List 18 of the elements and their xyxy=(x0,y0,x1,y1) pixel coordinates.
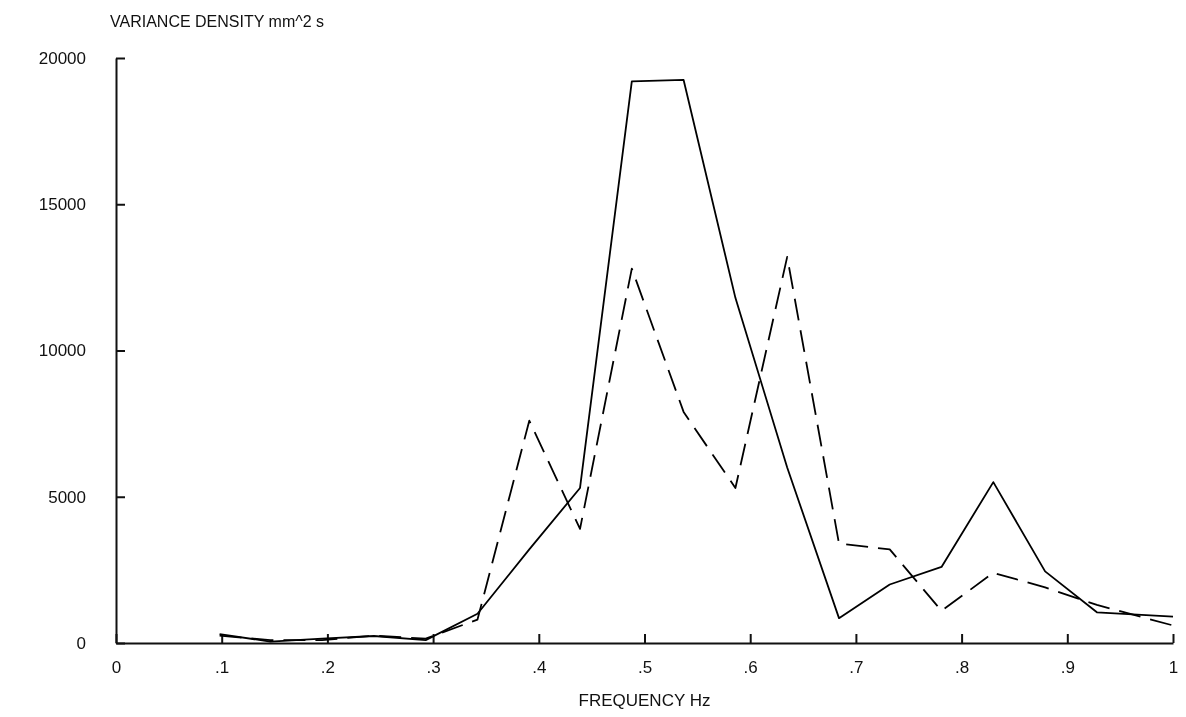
x-tick-label: .2 xyxy=(320,658,335,678)
x-tick-label: .7 xyxy=(849,658,864,678)
y-tick-label: 15000 xyxy=(38,195,86,215)
x-tick-label: .6 xyxy=(743,658,758,678)
x-axis-title: FREQUENCY Hz xyxy=(578,691,711,710)
x-tick-label: .4 xyxy=(532,658,547,678)
x-tick-label: 0 xyxy=(111,658,122,678)
y-tick-label: 10000 xyxy=(38,341,86,361)
x-tick-label: .9 xyxy=(1060,658,1075,678)
y-tick-label: 20000 xyxy=(38,48,86,68)
y-tick-label: 0 xyxy=(76,633,86,653)
x-tick-label: .8 xyxy=(955,658,970,678)
x-tick-label: .3 xyxy=(426,658,441,678)
x-tick-label: .5 xyxy=(637,658,653,678)
y-axis-title: VARIANCE DENSITY mm^2 s xyxy=(110,13,325,30)
x-tick-label: .1 xyxy=(215,658,230,678)
y-tick-label: 5000 xyxy=(48,487,86,507)
x-tick-label: 1 xyxy=(1168,658,1179,678)
